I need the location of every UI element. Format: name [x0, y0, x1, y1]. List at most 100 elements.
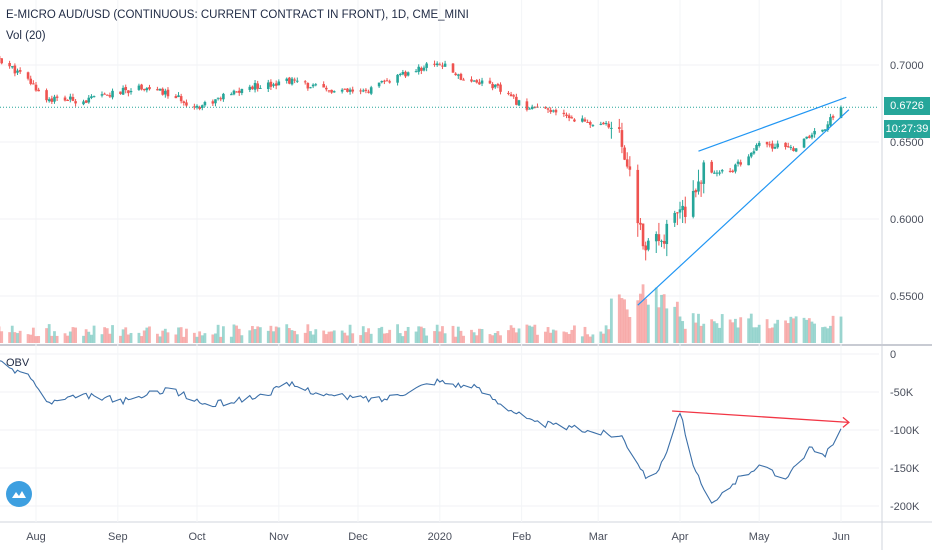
volume-bar — [287, 328, 291, 343]
volume-bar — [736, 327, 740, 343]
volume-bar — [636, 300, 640, 343]
volume-bar — [63, 333, 67, 343]
candle-body — [361, 90, 365, 92]
volume-bar — [821, 327, 824, 343]
volume-bar — [31, 327, 35, 343]
volume-bar — [807, 318, 811, 343]
candle-body — [617, 127, 621, 129]
volume-bar — [166, 332, 170, 343]
volume-bar — [697, 313, 700, 343]
volume-bar — [646, 304, 650, 343]
candle-body — [683, 206, 687, 217]
volume-bar — [720, 314, 724, 343]
candle-body — [610, 127, 613, 129]
volume-legend: Vol (20) — [6, 30, 46, 42]
volume-bar — [266, 330, 270, 343]
volume-bar — [665, 308, 669, 343]
candle-body — [713, 172, 716, 174]
candle-body — [200, 105, 204, 108]
candle-body — [182, 101, 186, 104]
volume-bar — [182, 336, 186, 343]
volume-bar — [388, 329, 392, 343]
candle-body — [662, 240, 666, 244]
candle-body — [142, 89, 146, 91]
volume-bar — [641, 284, 645, 343]
volume-bar — [551, 329, 555, 343]
volume-bar — [221, 326, 225, 343]
volume-bar — [546, 327, 550, 343]
volume-bar — [802, 317, 806, 343]
volume-bar — [309, 331, 312, 343]
wedge-trendline — [698, 96, 847, 152]
volume-bar — [710, 319, 714, 343]
candle-body — [203, 102, 207, 106]
candle-body — [755, 144, 758, 151]
candle-body — [641, 223, 645, 247]
candles — [0, 55, 843, 261]
volume-bar — [422, 328, 426, 343]
volume-bar — [229, 336, 233, 343]
volume-bar — [219, 336, 223, 343]
volume-bar — [174, 334, 178, 343]
volume-bar — [346, 335, 349, 343]
candle-body — [332, 91, 336, 93]
volume-bar — [369, 333, 373, 343]
candle-body — [124, 86, 128, 91]
volume-bar — [441, 326, 444, 343]
volume-bar — [274, 326, 278, 343]
volume-bar — [377, 328, 381, 343]
volume-bar — [26, 334, 30, 343]
candle-body — [512, 95, 516, 97]
volume-bar — [87, 331, 91, 343]
candle-body — [211, 101, 215, 104]
volume-bar — [470, 329, 473, 343]
tradingview-logo-icon[interactable] — [6, 481, 32, 507]
candle-body — [129, 90, 133, 93]
volume-bar — [543, 331, 547, 343]
volume-bar — [385, 333, 389, 343]
obv-line — [0, 360, 842, 504]
volume-bar — [443, 333, 447, 343]
volume-bar — [644, 298, 648, 343]
candle-body — [604, 122, 608, 124]
candle-body — [414, 71, 418, 73]
candle-body — [18, 70, 22, 72]
volume-bar — [148, 326, 151, 343]
candle-body — [266, 82, 270, 89]
volume-bar — [607, 329, 611, 343]
volume-bar — [454, 336, 458, 343]
obv-tick-label: -200K — [890, 501, 920, 513]
volume-bar — [839, 316, 843, 343]
volume-bar — [380, 326, 384, 343]
volume-bar — [786, 323, 790, 343]
candle-body — [253, 82, 257, 90]
candle-body — [185, 102, 188, 106]
volume-bar — [604, 325, 608, 343]
volume-bar — [103, 327, 107, 343]
candle-body — [720, 170, 724, 172]
candle-body — [269, 81, 273, 87]
volume-bar — [327, 331, 331, 343]
volume-bar — [681, 321, 685, 343]
time-tick-label: Nov — [269, 531, 289, 543]
candle-body — [161, 88, 164, 95]
candle-body — [554, 109, 558, 113]
candle-body — [488, 80, 492, 84]
candle-body — [383, 80, 386, 82]
candle-body — [625, 159, 629, 167]
candle-body — [13, 65, 17, 74]
volume-bar — [34, 336, 38, 343]
price-tick-label: 0.5500 — [890, 291, 924, 303]
candle-body — [293, 79, 296, 81]
candle-body — [248, 86, 252, 90]
volume-bar — [10, 325, 14, 343]
volume-bar — [462, 335, 465, 343]
candle-body — [47, 99, 51, 102]
volume-bar — [129, 332, 133, 343]
candle-body — [216, 97, 220, 99]
time-tick-label: Jun — [832, 531, 850, 543]
volume-bar — [562, 331, 566, 343]
volume-bar — [156, 333, 159, 343]
volume-bar — [211, 334, 215, 343]
